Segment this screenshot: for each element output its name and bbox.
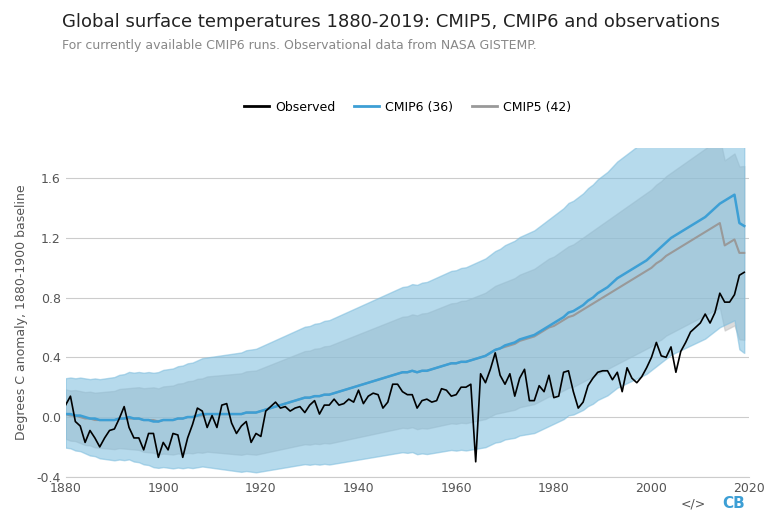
Legend: Observed, CMIP6 (36), CMIP5 (42): Observed, CMIP6 (36), CMIP5 (42) [239,96,576,119]
Text: </>: </> [681,498,706,511]
Text: For currently available CMIP6 runs. Observational data from NASA GISTEMP.: For currently available CMIP6 runs. Obse… [62,39,537,52]
Text: Global surface temperatures 1880-2019: CMIP5, CMIP6 and observations: Global surface temperatures 1880-2019: C… [62,13,721,31]
Text: CB: CB [722,496,745,511]
Y-axis label: Degrees C anomaly, 1880-1900 baseline: Degrees C anomaly, 1880-1900 baseline [15,185,28,440]
